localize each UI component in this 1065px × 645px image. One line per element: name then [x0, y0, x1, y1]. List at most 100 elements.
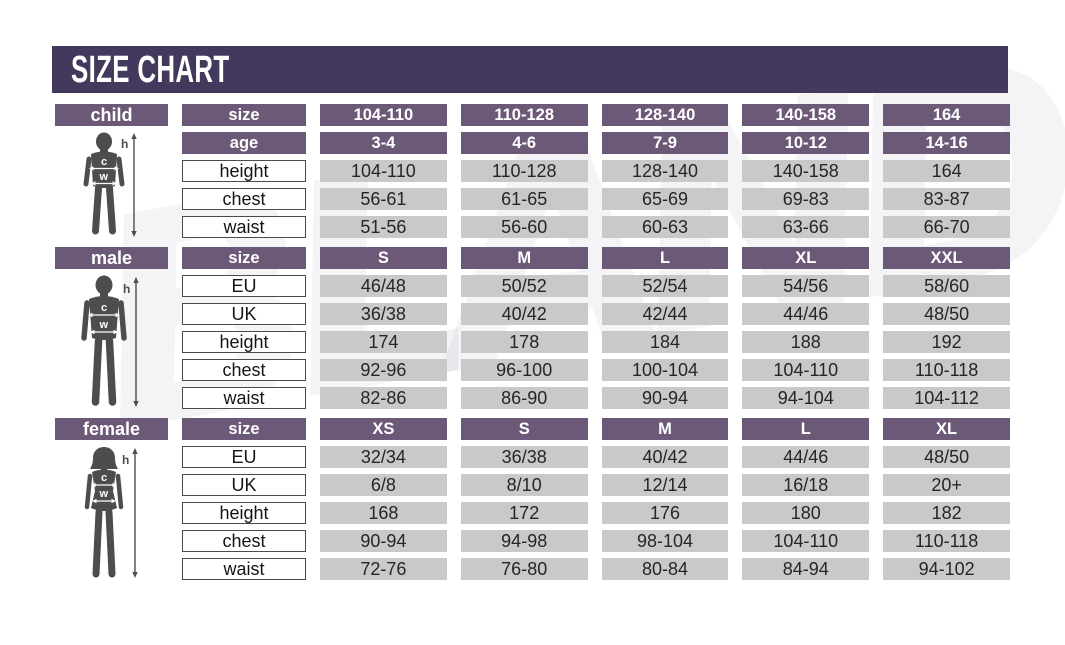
svg-text:c: c [101, 472, 107, 484]
row-label-height: height [182, 331, 306, 353]
male-eu-value: 58/60 [883, 275, 1010, 297]
child-age-value: 7-9 [601, 132, 729, 154]
section-label-female: female [55, 418, 168, 440]
child-age-value: 3-4 [320, 132, 447, 154]
male-chest-value: 92-96 [320, 359, 447, 381]
child-height-value: 110-128 [460, 160, 588, 182]
child-silhouette [83, 132, 124, 235]
child-figure: h c w [55, 132, 168, 238]
male-size-value: XXL [883, 247, 1010, 269]
male-waist-value: 90-94 [601, 387, 729, 409]
child-waist-value: 60-63 [601, 216, 729, 238]
female-height-value: 182 [883, 502, 1010, 524]
title-banner: SIZE CHART [52, 46, 1008, 93]
male-size-value: S [320, 247, 447, 269]
svg-text:c: c [101, 302, 107, 314]
child-size-value: 140-158 [742, 104, 870, 126]
male-uk-value: 48/50 [883, 303, 1010, 325]
row-label-chest: chest [182, 530, 306, 552]
child-height-value: 140-158 [742, 160, 870, 182]
female-size-value: M [601, 418, 729, 440]
row-label-size: size [182, 418, 306, 440]
female-height-value: 180 [742, 502, 870, 524]
child-size-value: 110-128 [460, 104, 588, 126]
section-label-male: male [55, 247, 168, 269]
female-size-value: L [742, 418, 870, 440]
row-label-age: age [182, 132, 306, 154]
male-height-value: 184 [601, 331, 729, 353]
male-uk-value: 44/46 [742, 303, 870, 325]
male-size-value: L [601, 247, 729, 269]
child-chest-value: 65-69 [601, 188, 729, 210]
female-size-value: S [460, 418, 588, 440]
female-eu-value: 40/42 [601, 446, 729, 468]
male-uk-value: 42/44 [601, 303, 729, 325]
svg-text:h: h [123, 282, 130, 296]
female-chest-value: 104-110 [742, 530, 870, 552]
child-age-value: 4-6 [460, 132, 588, 154]
row-label-chest: chest [182, 359, 306, 381]
child-size-value: 164 [883, 104, 1010, 126]
female-eu-value: 32/34 [320, 446, 447, 468]
page-title: SIZE CHART [71, 48, 230, 91]
male-figure-icon: h c w [80, 275, 139, 407]
male-uk-value: 36/38 [320, 303, 447, 325]
child-height-value: 128-140 [601, 160, 729, 182]
female-figure: h c w [55, 446, 168, 580]
size-table-child: child size 104-110 110-128 128-140 140-158 164… [55, 104, 1010, 238]
chest-arrow-icon: c [87, 302, 120, 318]
child-height-value: 104-110 [320, 160, 447, 182]
female-uk-value: 8/10 [460, 474, 588, 496]
svg-text:h: h [122, 453, 129, 467]
female-waist-value: 76-80 [460, 558, 588, 580]
female-height-value: 172 [460, 502, 588, 524]
row-label-waist: waist [182, 558, 306, 580]
male-eu-value: 50/52 [460, 275, 588, 297]
svg-text:c: c [101, 156, 107, 168]
female-figure-icon: h c w [84, 447, 138, 578]
child-waist-value: 51-56 [320, 216, 447, 238]
female-chest-value: 90-94 [320, 530, 447, 552]
male-chest-value: 100-104 [601, 359, 729, 381]
female-chest-value: 98-104 [601, 530, 729, 552]
row-label-waist: waist [182, 387, 306, 409]
female-waist-value: 94-102 [883, 558, 1010, 580]
male-eu-value: 52/54 [601, 275, 729, 297]
female-height-value: 176 [601, 502, 729, 524]
chest-arrow-icon: c [88, 156, 119, 171]
child-waist-value: 63-66 [742, 216, 870, 238]
male-height-value: 192 [883, 331, 1010, 353]
male-uk-value: 40/42 [460, 303, 588, 325]
row-label-size: size [182, 247, 306, 269]
female-chest-value: 94-98 [460, 530, 588, 552]
child-chest-value: 69-83 [742, 188, 870, 210]
child-chest-value: 61-65 [460, 188, 588, 210]
child-size-value: 128-140 [601, 104, 729, 126]
height-arrow-icon: h [121, 133, 137, 237]
female-size-value: XS [320, 418, 447, 440]
male-height-value: 174 [320, 331, 447, 353]
svg-text:w: w [98, 171, 108, 183]
female-uk-value: 16/18 [742, 474, 870, 496]
height-arrow-icon: h [123, 277, 139, 407]
row-label-size: size [182, 104, 306, 126]
male-height-value: 188 [742, 331, 870, 353]
row-label-chest: chest [182, 188, 306, 210]
row-label-height: height [182, 160, 306, 182]
row-label-waist: waist [182, 216, 306, 238]
child-waist-value: 66-70 [883, 216, 1010, 238]
row-label-height: height [182, 502, 306, 524]
chest-arrow-icon: c [90, 472, 117, 488]
female-eu-value: 44/46 [742, 446, 870, 468]
male-size-value: M [460, 247, 588, 269]
female-waist-value: 80-84 [601, 558, 729, 580]
male-waist-value: 104-112 [883, 387, 1010, 409]
male-waist-value: 86-90 [460, 387, 588, 409]
female-size-value: XL [883, 418, 1010, 440]
child-chest-value: 56-61 [320, 188, 447, 210]
child-size-value: 104-110 [320, 104, 447, 126]
waist-arrow-icon: w [89, 319, 118, 335]
row-label-uk: UK [182, 303, 306, 325]
female-chest-value: 110-118 [883, 530, 1010, 552]
